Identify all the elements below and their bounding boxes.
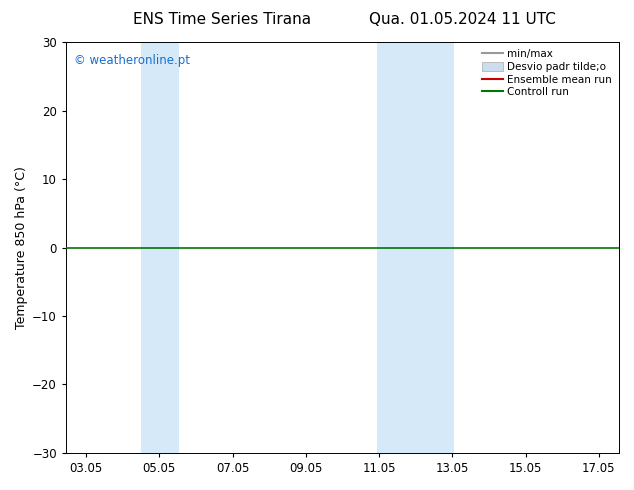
Text: Qua. 01.05.2024 11 UTC: Qua. 01.05.2024 11 UTC [370,12,556,27]
Bar [377,42,454,453]
Bar [141,42,179,453]
Text: ENS Time Series Tirana: ENS Time Series Tirana [133,12,311,27]
Y-axis label: Temperature 850 hPa (°C): Temperature 850 hPa (°C) [15,166,28,329]
Text: © weatheronline.pt: © weatheronline.pt [74,54,190,68]
Legend: min/max, Desvio padr tilde;o, Ensemble mean run, Controll run: min/max, Desvio padr tilde;o, Ensemble m… [480,47,614,99]
